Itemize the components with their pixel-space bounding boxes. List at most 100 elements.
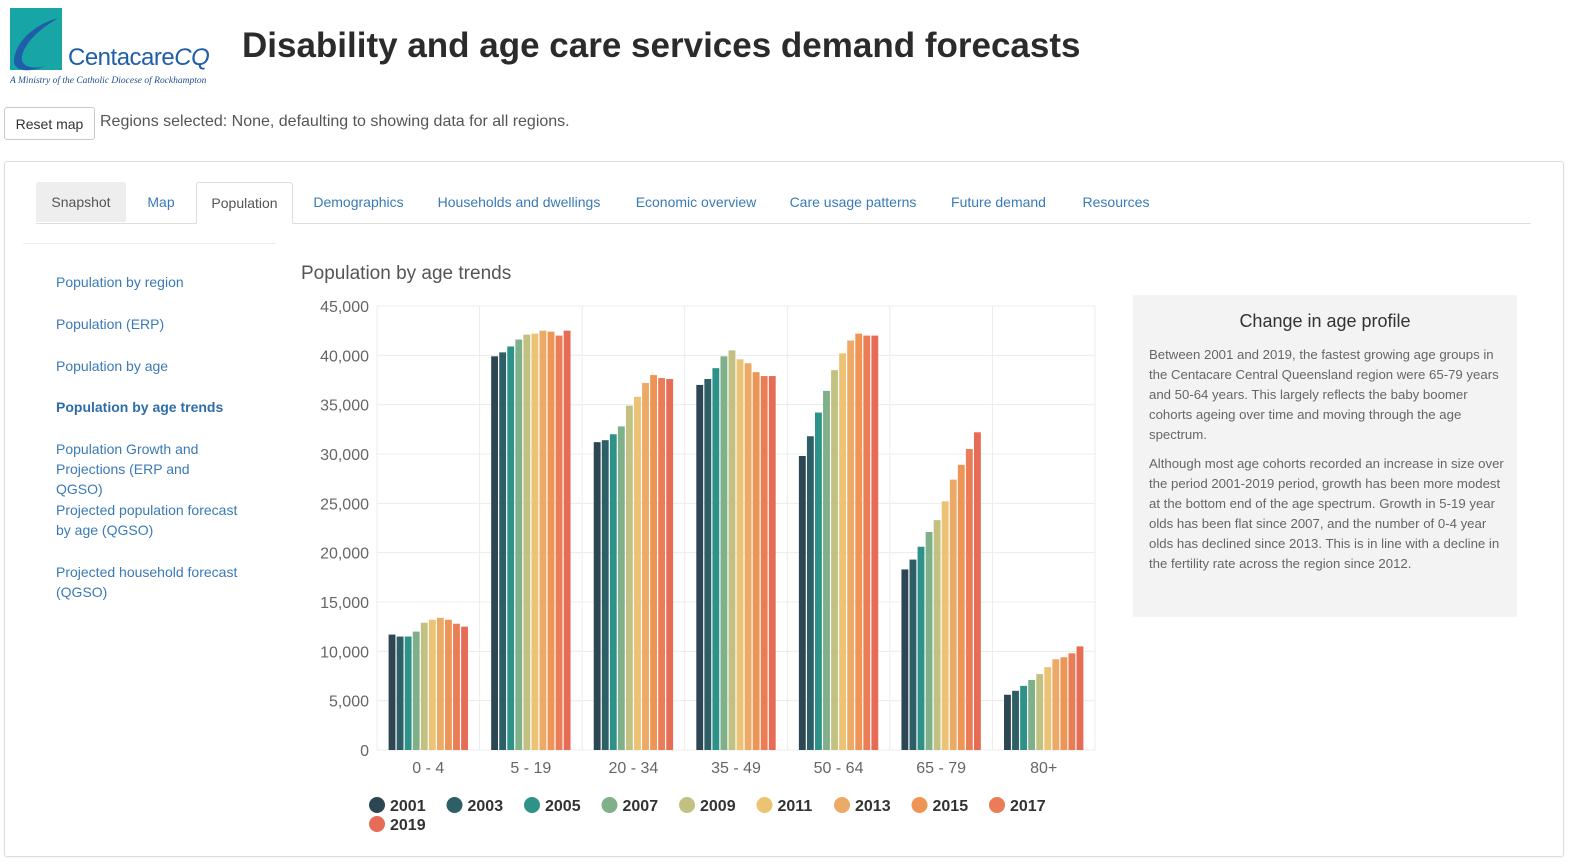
tab-snapshot[interactable]: Snapshot [36,182,126,222]
legend-marker [989,797,1005,813]
tab-future-demand[interactable]: Future demand [951,194,1046,210]
bar [412,631,420,750]
legend-label: 2001 [390,798,426,815]
bar [855,333,863,750]
legend-label: 2017 [1010,798,1046,815]
y-tick-label: 10,000 [320,644,369,661]
legend-marker [369,816,385,832]
x-tick-label: 50 - 64 [814,760,864,777]
tab-resources[interactable]: Resources [1082,194,1150,210]
tab-economic-overview[interactable]: Economic overview [635,194,757,210]
bar [806,436,814,750]
bar [760,376,768,750]
bar [1068,653,1076,750]
reset-map-button[interactable]: Reset map [4,107,95,140]
tab-care-usage-patterns[interactable]: Care usage patterns [789,194,917,210]
sidebar-item-population-erp[interactable]: Population (ERP) [56,316,165,332]
bar [420,622,428,750]
tab-population[interactable]: Population [196,182,293,224]
bar [617,426,625,750]
x-tick-label: 5 - 19 [510,760,551,777]
x-tick-label: 20 - 34 [609,760,659,777]
bar [863,335,871,750]
legend-label: 2007 [623,798,659,815]
tab-demographics[interactable]: Demographics [313,194,404,210]
bar [941,501,949,750]
bar [658,378,666,750]
sidebar-item-population-by-region[interactable]: Population by region [56,274,184,290]
bar [736,359,744,750]
x-tick-label: 80+ [1030,760,1057,777]
legend-label: 2009 [700,798,736,815]
bar [768,376,776,750]
bar [712,368,720,750]
legend-marker [446,797,463,813]
bar [871,335,879,750]
y-tick-label: 40,000 [320,348,369,365]
bar [499,352,507,750]
sidebar-item-projected-household-forecast[interactable]: Projected household forecast (QGSO) [56,564,238,600]
tab-map[interactable]: Map [147,194,175,210]
sidebar-item-population-by-age-trends[interactable]: Population by age trends [56,399,224,415]
y-tick-label: 35,000 [320,398,369,415]
legend-label: 2003 [468,798,504,815]
bar [1020,685,1027,750]
legend-marker [911,797,928,813]
bar [461,626,468,750]
legend-marker [756,797,773,813]
legend-label: 2013 [855,798,891,815]
x-tick-label: 35 - 49 [711,760,761,777]
bar [728,350,736,750]
bar [547,331,555,750]
bar [491,356,499,750]
tab-households-and-dwellings[interactable]: Households and dwellings [437,194,601,210]
legend-label: 2015 [933,798,969,815]
bar [696,384,704,750]
bar [815,412,822,750]
regions-selected-text: Regions selected: None, defaulting to sh… [100,113,570,130]
bar [1044,667,1052,750]
bar [1012,690,1019,750]
bar [601,440,609,750]
x-tick-label: 65 - 79 [916,760,966,777]
y-tick-label: 15,000 [320,595,369,612]
bar [1052,659,1060,750]
bar [973,432,981,750]
legend-marker [601,797,618,813]
bar [563,330,571,750]
legend-marker [524,797,540,813]
legend-label: 2005 [545,798,581,815]
logo-swoosh-icon [13,18,58,71]
info-paragraph-2: Although most age cohorts recorded an in… [1149,456,1504,571]
info-paragraph-1: Between 2001 and 2019, the fastest growi… [1149,347,1499,442]
sidebar-item-population-by-age[interactable]: Population by age [56,358,169,374]
bar [428,619,436,750]
bar [901,569,909,750]
bar [523,334,531,750]
bar [839,353,847,750]
y-tick-label: 20,000 [320,546,369,563]
bar [823,390,830,750]
sidebar-divider [23,243,276,244]
y-tick-label: 0 [360,743,369,760]
bar [925,531,933,750]
bar [515,339,523,750]
bar [609,434,617,750]
bar [917,546,925,750]
bar [720,356,728,750]
chart-title: Population by age trends [301,263,512,284]
legend-marker [834,797,850,813]
population-age-trends-chart: 0 5,000 10,000 15,000 20,000 25,000 30,000 35,0… [320,299,1096,834]
sidebar-item-projected-population-forecast[interactable]: Projected population forecast by age (QG… [56,502,238,538]
y-tick-label: 30,000 [320,447,369,464]
y-tick-label: 5,000 [329,694,369,711]
x-tick-label: 0 - 4 [412,760,444,777]
bar [831,370,838,750]
legend-label: 2019 [390,817,426,834]
bar [396,636,404,750]
bar [1060,657,1068,750]
y-tick-label: 25,000 [320,496,369,513]
sidebar-item-population-growth-projections[interactable]: Population Growth and Projections (ERP a… [56,441,199,497]
bar [388,634,396,750]
legend-marker [679,797,695,813]
